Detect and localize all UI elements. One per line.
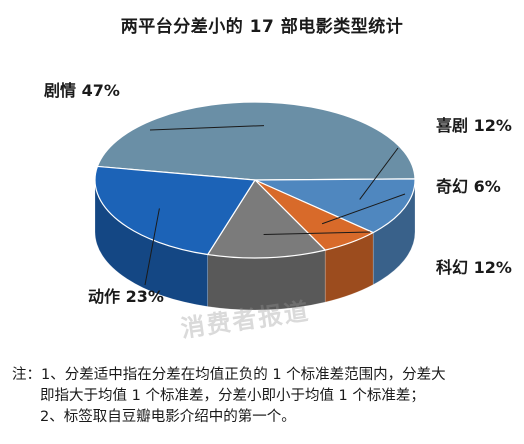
slice-label-action: 动作 23% bbox=[88, 287, 164, 306]
pie-slice-action bbox=[94, 165, 256, 256]
slice-label-comedy: 喜剧 12% bbox=[436, 116, 512, 135]
leader-line-comedy bbox=[359, 147, 399, 200]
leader-line-action bbox=[144, 208, 160, 286]
pie-tops bbox=[94, 101, 416, 259]
leader-line-drama bbox=[149, 125, 265, 131]
pie-slice-comedy bbox=[254, 178, 416, 234]
pie-sides bbox=[94, 179, 416, 311]
note-line-2: 即指大于均值 1 个标准差，分差小即小于均值 1 个标准差； bbox=[40, 388, 425, 404]
slice-label-scifi: 科幻 12% bbox=[436, 258, 512, 277]
pie-labels: 剧情 47% 喜剧 12% 奇幻 6% 科幻 12% 动作 23% bbox=[44, 81, 512, 306]
footnotes: 注： 1、分差适中指在分差在均值正负的 1 个标准差范围内，分差大 即指大于均值… bbox=[12, 365, 517, 428]
chart-title: 两平台分差小的 17 部电影类型统计 bbox=[120, 17, 404, 37]
slice-label-fantasy: 奇幻 6% bbox=[436, 177, 501, 196]
leader-line-fantasy bbox=[321, 193, 406, 225]
note-line-3: 2、标签取自豆瓣电影介绍中的第一个。 bbox=[40, 409, 296, 425]
note-prefix: 注： bbox=[12, 367, 41, 383]
note-line-1: 1、分差适中指在分差在均值正负的 1 个标准差范围内，分差大 bbox=[41, 367, 446, 383]
pie-leaders bbox=[144, 125, 406, 286]
slice-label-drama: 剧情 47% bbox=[44, 81, 120, 100]
pie-slice-scifi bbox=[207, 179, 326, 259]
pie-slice-drama bbox=[96, 101, 416, 181]
leader-line-scifi bbox=[263, 231, 371, 235]
